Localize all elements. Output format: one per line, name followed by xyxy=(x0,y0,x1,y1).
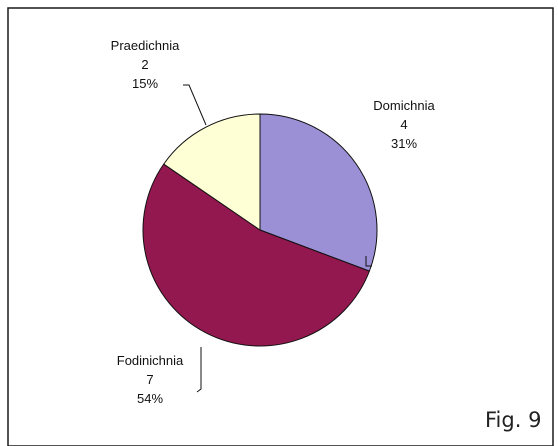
pie-slice-praedichnia xyxy=(163,113,261,231)
slice-label-name: Domichnia xyxy=(373,98,435,113)
slice-label-fodinichnia: Fodinichnia 7 54% xyxy=(117,353,184,406)
slice-label-value: 2 xyxy=(141,57,148,72)
slice-label-name: Praedichnia xyxy=(111,38,180,53)
figure-label: Fig. 9 xyxy=(485,408,541,432)
leader-line-domichnia xyxy=(365,256,372,267)
leader-line-praedichnia xyxy=(183,84,207,126)
slice-label-percent: 54% xyxy=(137,391,163,406)
slice-label-name: Fodinichnia xyxy=(117,353,184,368)
chart-frame xyxy=(7,7,554,446)
slice-label-percent: 31% xyxy=(391,136,417,151)
pie-slice-fodinichnia xyxy=(142,163,370,347)
slice-label-domichnia: Domichnia 4 31% xyxy=(373,98,435,151)
slice-label-percent: 15% xyxy=(132,76,158,91)
pie-slice-domichnia xyxy=(259,113,378,272)
leader-line-fodinichnia xyxy=(196,347,202,393)
slice-label-value: 7 xyxy=(146,372,153,387)
pie-chart: Domichnia 4 31% Fodinichnia 7 54% Praedichnia 2… xyxy=(111,38,436,406)
slice-label-value: 4 xyxy=(400,117,407,132)
slice-label-praedichnia: Praedichnia 2 15% xyxy=(111,38,180,91)
